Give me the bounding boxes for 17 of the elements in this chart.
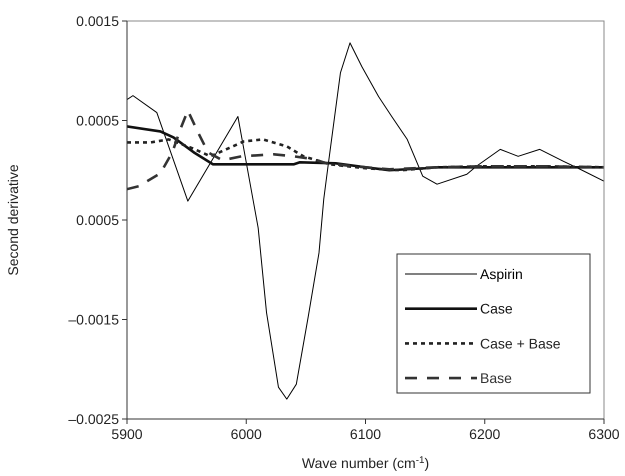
text: Case [480, 300, 513, 317]
text: Aspirin [480, 266, 523, 282]
y-tick-label: –0.0025 [68, 410, 120, 427]
y-tick-label: 0.0015 [76, 12, 120, 29]
line-series [126, 42, 604, 400]
x-tick-label: 6100 [350, 426, 382, 442]
x-axis-title: Wave number (cm$^{-1}$) [302, 454, 430, 471]
y-tick-label: –0.0015 [68, 311, 120, 328]
x-tick-label: 6300 [588, 426, 620, 442]
x-tick-label: 6000 [230, 426, 262, 442]
x-tick-label: 5900 [111, 426, 143, 442]
text: Base [480, 370, 512, 386]
text: Case + Base [480, 335, 561, 352]
y-tick-label: 0.0005 [76, 112, 120, 128]
y-tick-label: 0.0005 [76, 212, 120, 228]
y-axis-title: Second derivative [5, 164, 21, 276]
x-tick-label: 6200 [469, 426, 501, 442]
